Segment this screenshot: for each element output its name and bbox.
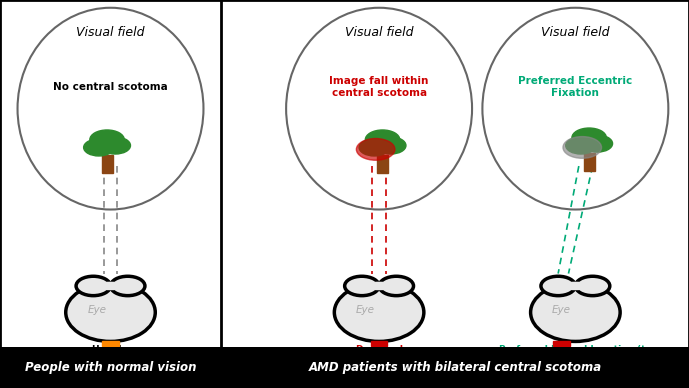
Ellipse shape xyxy=(531,283,620,341)
Circle shape xyxy=(376,137,406,154)
Text: Preferred Retinal Location (to
the right of fovea): Preferred Retinal Location (to the right… xyxy=(499,345,652,365)
Text: Visual field: Visual field xyxy=(76,26,145,40)
FancyBboxPatch shape xyxy=(584,153,595,171)
Circle shape xyxy=(90,130,124,149)
Circle shape xyxy=(356,139,395,160)
Circle shape xyxy=(582,135,613,152)
Text: Eye: Eye xyxy=(356,305,375,315)
Ellipse shape xyxy=(482,8,668,210)
Circle shape xyxy=(563,137,601,158)
Ellipse shape xyxy=(17,8,203,210)
FancyBboxPatch shape xyxy=(101,155,112,173)
Text: Visual field: Visual field xyxy=(541,26,610,40)
Text: Image fall within
central scotoma: Image fall within central scotoma xyxy=(329,76,429,99)
Circle shape xyxy=(359,139,389,156)
Ellipse shape xyxy=(93,282,127,290)
Ellipse shape xyxy=(65,283,155,341)
Circle shape xyxy=(344,276,379,296)
Circle shape xyxy=(76,276,110,296)
Text: People with normal vision: People with normal vision xyxy=(25,361,196,374)
Bar xyxy=(553,341,570,346)
Bar xyxy=(371,341,387,346)
Ellipse shape xyxy=(286,8,472,210)
Circle shape xyxy=(566,137,596,154)
Circle shape xyxy=(365,130,400,149)
Ellipse shape xyxy=(334,283,424,341)
Circle shape xyxy=(110,276,145,296)
Bar xyxy=(0,347,689,388)
Text: Healthy
Fovea: Healthy Fovea xyxy=(91,345,130,365)
Ellipse shape xyxy=(558,282,593,290)
Text: Eye: Eye xyxy=(552,305,571,315)
Bar xyxy=(102,341,119,346)
Circle shape xyxy=(572,128,606,147)
Text: Eye: Eye xyxy=(88,305,106,315)
Text: Damaged
Fovea: Damaged Fovea xyxy=(355,345,403,365)
Circle shape xyxy=(575,276,610,296)
Text: No central scotoma: No central scotoma xyxy=(53,82,168,92)
Text: AMD patients with bilateral central scotoma: AMD patients with bilateral central scot… xyxy=(308,361,601,374)
FancyBboxPatch shape xyxy=(377,155,388,173)
Text: Preferred Eccentric
Fixation: Preferred Eccentric Fixation xyxy=(518,76,633,99)
Circle shape xyxy=(83,139,114,156)
Ellipse shape xyxy=(362,282,396,290)
Circle shape xyxy=(379,276,413,296)
Circle shape xyxy=(541,276,575,296)
Text: Visual field: Visual field xyxy=(344,26,413,40)
Circle shape xyxy=(100,137,130,154)
